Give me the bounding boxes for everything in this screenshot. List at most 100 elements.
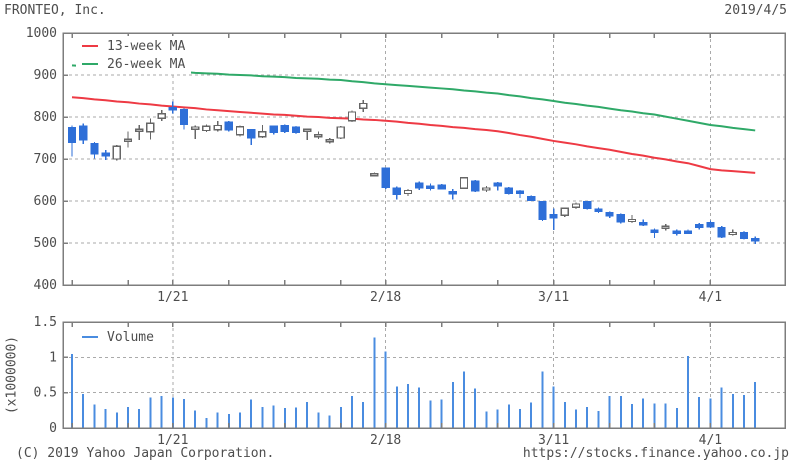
volume-ytick-label: 1 [49, 350, 57, 365]
candle [683, 230, 693, 234]
candle [415, 182, 424, 189]
price-ytick-label: 600 [34, 194, 57, 209]
volume-ytick-label: 0.5 [34, 386, 57, 401]
price-ytick-label: 400 [34, 278, 57, 293]
candle [191, 126, 200, 130]
volume-xtick-label: 4/1 [699, 433, 722, 448]
candle [123, 138, 133, 143]
price-ytick-label: 900 [34, 68, 57, 83]
candle [146, 122, 155, 133]
price-legend: 13-week MA 26-week MA [76, 36, 192, 74]
candle [269, 125, 278, 134]
candle [314, 133, 323, 138]
candle [437, 184, 446, 190]
candle [179, 108, 189, 126]
candle [504, 187, 513, 195]
ma13-line [71, 96, 756, 174]
price-ytick-label: 1000 [26, 26, 57, 41]
price-xtick-label: 3/11 [538, 290, 569, 305]
volume-ytick-label: 0 [49, 421, 57, 436]
ma13-line-icon [82, 45, 98, 47]
candle [471, 180, 480, 192]
copyright-text: (C) 2019 Yahoo Japan Corporation. [16, 446, 275, 461]
candle [706, 221, 715, 228]
candle [112, 145, 121, 160]
candle [403, 189, 413, 195]
candle [224, 121, 233, 131]
candle [79, 125, 88, 141]
candle [594, 208, 603, 213]
candle [650, 229, 659, 234]
candle [359, 102, 368, 109]
volume-ytick-label: 1.5 [34, 315, 57, 330]
ma13-legend-label: 13-week MA [107, 38, 186, 54]
candle [202, 125, 211, 132]
candle [538, 201, 547, 221]
candle [392, 187, 401, 195]
candle [381, 167, 390, 189]
volume-legend-label: Volume [107, 329, 154, 345]
candle [560, 207, 569, 216]
candle [627, 218, 637, 223]
volume-xtick-label: 2/18 [370, 433, 401, 448]
candle [616, 214, 625, 223]
candle [459, 177, 469, 190]
volume-pane-border [62, 321, 786, 429]
price-xtick-label: 4/1 [699, 290, 722, 305]
candle [549, 214, 558, 219]
candle [291, 126, 301, 133]
candle [661, 225, 670, 229]
candle [258, 131, 267, 138]
candle [695, 223, 704, 229]
candle [515, 190, 525, 195]
candle [101, 152, 110, 157]
ma26-legend-label: 26-week MA [107, 56, 186, 72]
candle [213, 124, 222, 131]
price-xtick-label: 2/18 [370, 290, 401, 305]
candle [135, 128, 144, 132]
candle [527, 196, 536, 201]
candle [325, 139, 334, 143]
volume-xtick-label: 3/11 [538, 433, 569, 448]
price-ytick-label: 800 [34, 110, 57, 125]
volume-line-icon [82, 336, 98, 338]
candle [67, 126, 77, 143]
candle [280, 124, 289, 132]
candle [717, 227, 726, 238]
candle [168, 107, 177, 111]
chart-title: FRONTEO, Inc. [4, 3, 106, 18]
candle [739, 231, 749, 240]
legend-item-ma13: 13-week MA [82, 37, 185, 55]
candle [571, 203, 581, 208]
candle [370, 173, 379, 177]
candle [347, 111, 357, 122]
ma26-line-icon [82, 63, 98, 65]
volume-legend: Volume [76, 327, 160, 347]
candle [426, 185, 435, 189]
candle [90, 143, 99, 155]
candle [583, 201, 592, 209]
candle [728, 231, 737, 236]
candle [672, 230, 681, 234]
candle [605, 212, 614, 217]
legend-item-ma26: 26-week MA [82, 55, 185, 73]
candle [751, 238, 760, 242]
candle [493, 182, 502, 187]
legend-item-volume: Volume [82, 328, 154, 346]
volume-xtick-label: 1/21 [157, 433, 188, 448]
price-ytick-label: 500 [34, 236, 57, 251]
candle [448, 191, 457, 195]
candle [482, 187, 491, 191]
chart-date: 2019/4/5 [724, 3, 787, 18]
candle [247, 128, 256, 139]
price-ytick-label: 700 [34, 152, 57, 167]
volume-axis-unit: (x1000000) [4, 335, 20, 415]
candle [235, 126, 245, 136]
candle [639, 222, 648, 226]
candle [336, 126, 345, 139]
price-xtick-label: 1/21 [157, 290, 188, 305]
candle [157, 112, 166, 119]
candle [303, 128, 312, 132]
